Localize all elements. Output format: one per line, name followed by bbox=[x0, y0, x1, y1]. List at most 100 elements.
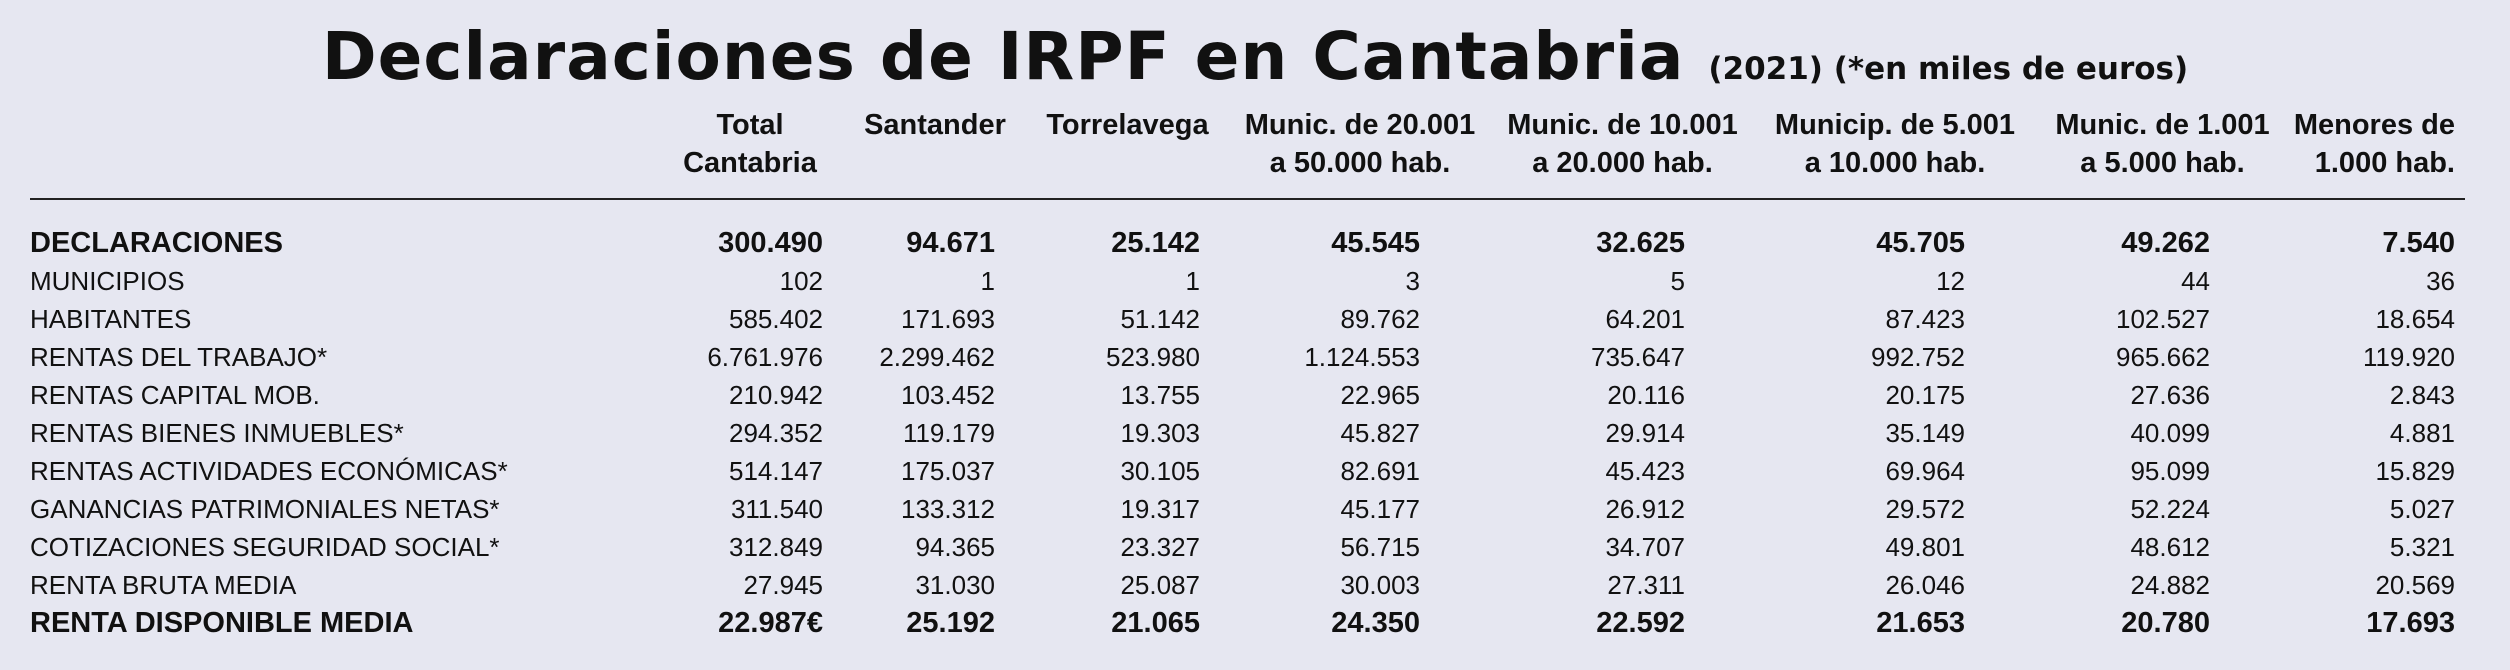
table-cell: 94.365 bbox=[915, 531, 995, 562]
page-subtitle: (2021) (*en miles de euros) bbox=[1708, 51, 2189, 87]
column-header: Total Cantabria bbox=[655, 106, 845, 200]
table-cell: 22.965 bbox=[1340, 379, 1420, 410]
table-cell: 52.224 bbox=[2130, 493, 2210, 524]
table-cell: 17.693 bbox=[2366, 606, 2455, 639]
table-cell: 133.312 bbox=[901, 493, 995, 524]
table-row: MUNICIPIOS 102 1 1 3 5 12 44 36 bbox=[30, 262, 2465, 300]
table-cell: 32.625 bbox=[1596, 226, 1685, 259]
table-cell: 965.662 bbox=[2116, 341, 2210, 372]
table-cell: 7.540 bbox=[2382, 226, 2455, 259]
table-cell: 36 bbox=[2426, 265, 2455, 296]
table-cell: 51.142 bbox=[1120, 303, 1200, 334]
row-label: RENTAS CAPITAL MOB. bbox=[30, 379, 320, 410]
table-cell: 19.317 bbox=[1120, 493, 1200, 524]
table-row: RENTA DISPONIBLE MEDIA 22.987€ 25.192 21.06… bbox=[30, 604, 2465, 642]
page-title: Declaraciones de IRPF en Cantabria bbox=[321, 18, 1685, 95]
column-header: Torrelavega bbox=[1025, 106, 1230, 200]
table-cell: 210.942 bbox=[729, 379, 823, 410]
table-row: RENTA BRUTA MEDIA 27.945 31.030 25.087 30.00… bbox=[30, 566, 2465, 604]
table-cell: 294.352 bbox=[729, 417, 823, 448]
table-cell: 34.707 bbox=[1605, 531, 1685, 562]
table-row: RENTAS BIENES INMUEBLES* 294.352 119.179 19… bbox=[30, 414, 2465, 452]
table-row: RENTAS CAPITAL MOB. 210.942 103.452 13.755 2… bbox=[30, 376, 2465, 414]
table-cell: 23.327 bbox=[1120, 531, 1200, 562]
table-cell: 4.881 bbox=[2389, 417, 2455, 448]
row-label: RENTA BRUTA MEDIA bbox=[30, 569, 297, 600]
table-cell: 3 bbox=[1405, 265, 1420, 296]
table-cell: 40.099 bbox=[2130, 417, 2210, 448]
table-cell: 24.882 bbox=[2130, 569, 2210, 600]
table-cell: 175.037 bbox=[901, 455, 995, 486]
table-cell: 25.192 bbox=[906, 606, 995, 639]
table-cell: 30.003 bbox=[1340, 569, 1420, 600]
table-body: DECLARACIONES 300.490 94.671 25.142 45.545 32… bbox=[30, 199, 2465, 642]
table-cell: 15.829 bbox=[2375, 455, 2455, 486]
table-cell: 56.715 bbox=[1340, 531, 1420, 562]
table-cell: 19.303 bbox=[1120, 417, 1200, 448]
table-cell: 12 bbox=[1936, 265, 1965, 296]
table-row: DECLARACIONES 300.490 94.671 25.142 45.545 32… bbox=[30, 224, 2465, 262]
table-cell: 30.105 bbox=[1120, 455, 1200, 486]
column-header: Munic. de 1.001 a 5.000 hab. bbox=[2035, 106, 2290, 200]
table-cell: 102.527 bbox=[2116, 303, 2210, 334]
row-label: DECLARACIONES bbox=[30, 226, 283, 259]
table-header-row: Total Cantabria Santander Torrelavega Munic… bbox=[30, 106, 2465, 200]
table-cell: 27.945 bbox=[743, 569, 823, 600]
table-cell: 992.752 bbox=[1871, 341, 1965, 372]
table-cell: 103.452 bbox=[901, 379, 995, 410]
table-row: COTIZACIONES SEGURIDAD SOCIAL* 312.849 94.… bbox=[30, 528, 2465, 566]
table-cell: 1.124.553 bbox=[1304, 341, 1420, 372]
table-cell: 2.843 bbox=[2389, 379, 2455, 410]
table-cell: 5.321 bbox=[2389, 531, 2455, 562]
table-cell: 523.980 bbox=[1106, 341, 1200, 372]
table-cell: 18.654 bbox=[2375, 303, 2455, 334]
table-cell: 24.350 bbox=[1331, 606, 1420, 639]
table-cell: 171.693 bbox=[901, 303, 995, 334]
spacer-row bbox=[30, 199, 2465, 224]
table-cell: 21.065 bbox=[1111, 606, 1200, 639]
irpf-table: Total Cantabria Santander Torrelavega Munic… bbox=[30, 106, 2465, 642]
table-cell: 49.801 bbox=[1885, 531, 1965, 562]
table-cell: 25.087 bbox=[1120, 569, 1200, 600]
column-header: Munic. de 20.001 a 50.000 hab. bbox=[1230, 106, 1490, 200]
table-cell: 44 bbox=[2181, 265, 2210, 296]
row-label: GANANCIAS PATRIMONIALES NETAS* bbox=[30, 493, 500, 524]
table-row: GANANCIAS PATRIMONIALES NETAS* 311.540 133… bbox=[30, 490, 2465, 528]
table-cell: 2.299.462 bbox=[879, 341, 995, 372]
row-label: RENTAS ACTIVIDADES ECONÓMICAS* bbox=[30, 455, 508, 486]
table-cell: 585.402 bbox=[729, 303, 823, 334]
column-header: Menores de 1.000 hab. bbox=[2290, 106, 2465, 200]
table-cell: 64.201 bbox=[1605, 303, 1685, 334]
table-cell: 1 bbox=[1185, 265, 1200, 296]
table-cell: 49.262 bbox=[2121, 226, 2210, 259]
row-label: RENTAS DEL TRABAJO* bbox=[30, 341, 328, 372]
table-cell: 20.780 bbox=[2121, 606, 2210, 639]
table-row: HABITANTES 585.402 171.693 51.142 89.762 64.2… bbox=[30, 300, 2465, 338]
row-label: MUNICIPIOS bbox=[30, 265, 185, 296]
table-cell: 95.099 bbox=[2130, 455, 2210, 486]
table-cell: 29.572 bbox=[1885, 493, 1965, 524]
table-cell: 22.592 bbox=[1596, 606, 1685, 639]
column-header: Munic. de 10.001 a 20.000 hab. bbox=[1490, 106, 1755, 200]
table-cell: 45.545 bbox=[1331, 226, 1420, 259]
table-cell: 45.177 bbox=[1340, 493, 1420, 524]
table-cell: 45.423 bbox=[1605, 455, 1685, 486]
row-label: HABITANTES bbox=[30, 303, 192, 334]
table-cell: 1 bbox=[980, 265, 995, 296]
table-cell: 119.179 bbox=[902, 417, 995, 448]
table-row: RENTAS ACTIVIDADES ECONÓMICAS* 514.147 175… bbox=[30, 452, 2465, 490]
table-cell: 20.175 bbox=[1885, 379, 1965, 410]
table-cell: 102 bbox=[779, 265, 823, 296]
table-cell: 312.849 bbox=[729, 531, 823, 562]
row-label: RENTA DISPONIBLE MEDIA bbox=[30, 606, 414, 639]
table-cell: 514.147 bbox=[729, 455, 823, 486]
table-cell: 89.762 bbox=[1340, 303, 1420, 334]
table-cell: 45.705 bbox=[1876, 226, 1965, 259]
table-cell: 29.914 bbox=[1605, 417, 1685, 448]
table-cell: 6.761.976 bbox=[707, 341, 823, 372]
table-cell: 21.653 bbox=[1876, 606, 1965, 639]
table-cell: 35.149 bbox=[1885, 417, 1965, 448]
table-cell: 31.030 bbox=[915, 569, 995, 600]
table-cell: 45.827 bbox=[1340, 417, 1420, 448]
table-row: RENTAS DEL TRABAJO* 6.761.976 2.299.462 523… bbox=[30, 338, 2465, 376]
